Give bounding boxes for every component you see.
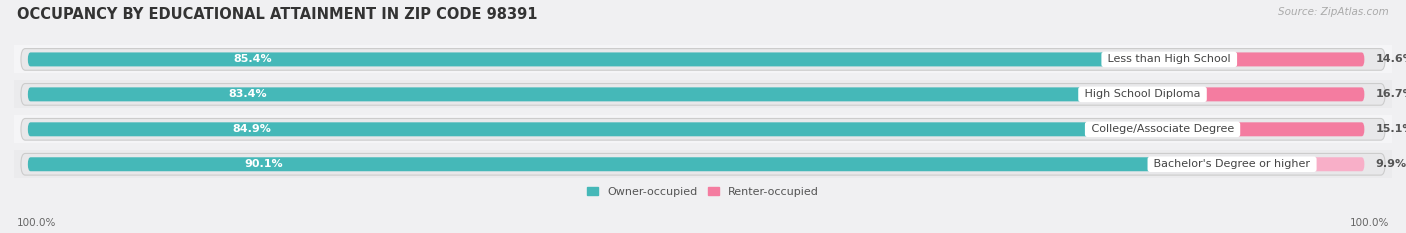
FancyBboxPatch shape xyxy=(28,87,1143,101)
Legend: Owner-occupied, Renter-occupied: Owner-occupied, Renter-occupied xyxy=(582,182,824,201)
FancyBboxPatch shape xyxy=(21,84,1385,105)
FancyBboxPatch shape xyxy=(28,122,1163,136)
Text: 85.4%: 85.4% xyxy=(233,55,271,64)
FancyBboxPatch shape xyxy=(21,154,1385,175)
Text: 16.7%: 16.7% xyxy=(1375,89,1406,99)
FancyBboxPatch shape xyxy=(28,157,1232,171)
FancyBboxPatch shape xyxy=(1170,52,1364,66)
FancyBboxPatch shape xyxy=(21,49,1385,70)
Text: 83.4%: 83.4% xyxy=(229,89,267,99)
Text: Source: ZipAtlas.com: Source: ZipAtlas.com xyxy=(1278,7,1389,17)
FancyBboxPatch shape xyxy=(1232,157,1364,171)
Text: High School Diploma: High School Diploma xyxy=(1081,89,1204,99)
Text: 90.1%: 90.1% xyxy=(245,159,283,169)
FancyBboxPatch shape xyxy=(1143,87,1364,101)
Text: 100.0%: 100.0% xyxy=(17,218,56,228)
Text: 15.1%: 15.1% xyxy=(1375,124,1406,134)
FancyBboxPatch shape xyxy=(1163,122,1364,136)
Text: OCCUPANCY BY EDUCATIONAL ATTAINMENT IN ZIP CODE 98391: OCCUPANCY BY EDUCATIONAL ATTAINMENT IN Z… xyxy=(17,7,537,22)
FancyBboxPatch shape xyxy=(28,52,1170,66)
FancyBboxPatch shape xyxy=(14,80,1392,108)
Text: 84.9%: 84.9% xyxy=(232,124,271,134)
FancyBboxPatch shape xyxy=(14,45,1392,73)
Text: College/Associate Degree: College/Associate Degree xyxy=(1088,124,1237,134)
Text: 14.6%: 14.6% xyxy=(1375,55,1406,64)
FancyBboxPatch shape xyxy=(14,150,1392,178)
Text: Less than High School: Less than High School xyxy=(1104,55,1234,64)
Text: Bachelor's Degree or higher: Bachelor's Degree or higher xyxy=(1150,159,1313,169)
FancyBboxPatch shape xyxy=(21,118,1385,140)
Text: 100.0%: 100.0% xyxy=(1350,218,1389,228)
Text: 9.9%: 9.9% xyxy=(1375,159,1406,169)
FancyBboxPatch shape xyxy=(14,115,1392,143)
